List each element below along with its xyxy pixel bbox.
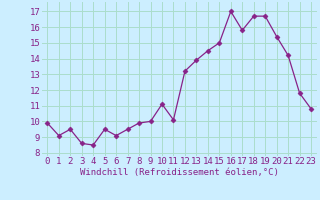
X-axis label: Windchill (Refroidissement éolien,°C): Windchill (Refroidissement éolien,°C) [80,168,279,177]
